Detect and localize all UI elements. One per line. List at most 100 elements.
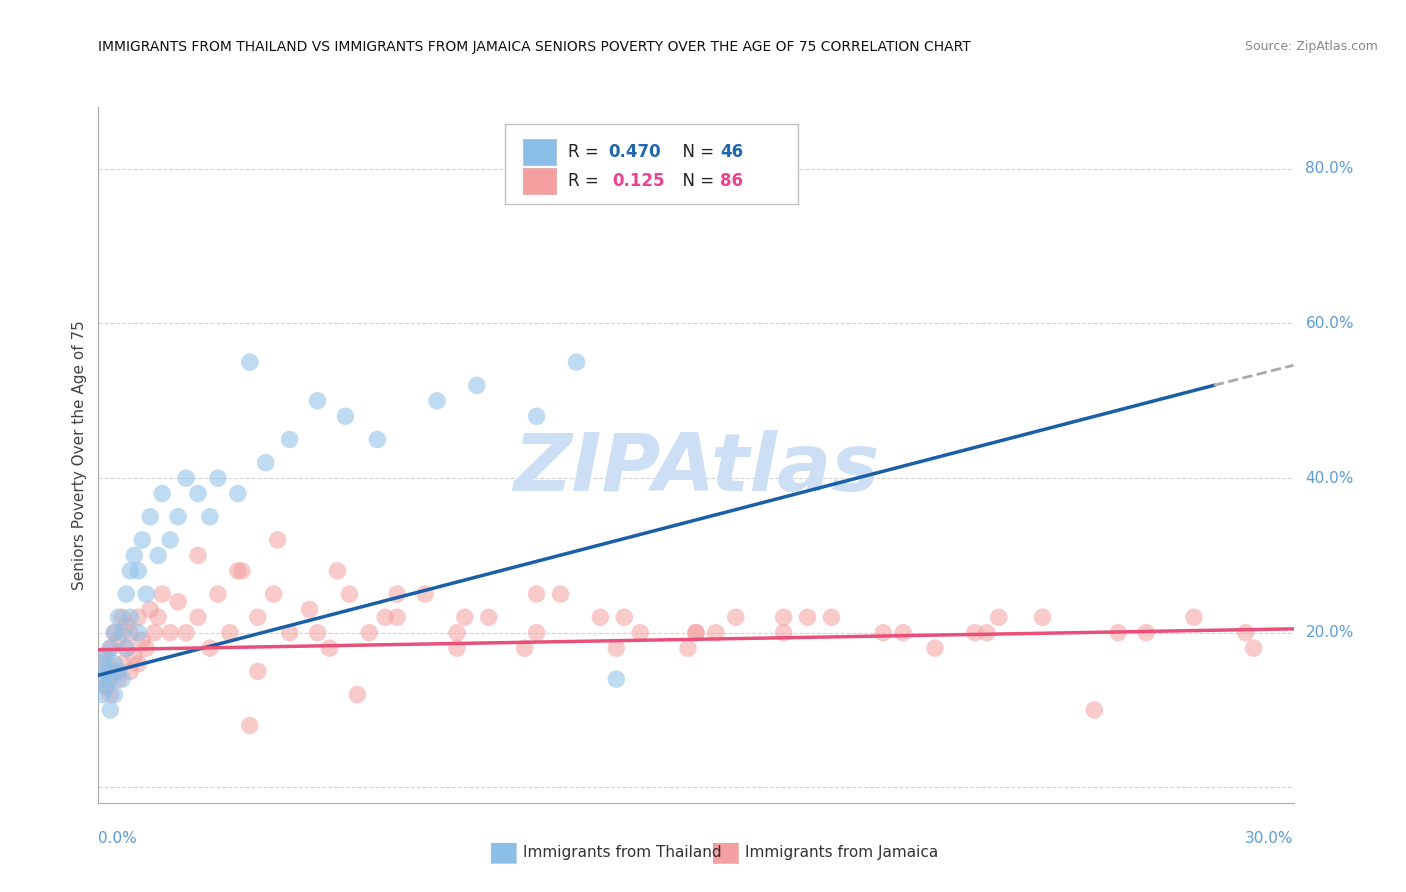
Point — [107, 633, 129, 648]
Point — [278, 625, 301, 640]
Point — [103, 625, 125, 640]
Text: Immigrants from Jamaica: Immigrants from Jamaica — [745, 846, 939, 860]
Point — [167, 509, 190, 524]
Point — [131, 633, 153, 648]
Point — [796, 610, 818, 624]
Text: R =: R = — [568, 143, 605, 161]
Text: Source: ZipAtlas.com: Source: ZipAtlas.com — [1244, 40, 1378, 54]
Point — [385, 587, 409, 601]
Point — [98, 703, 122, 717]
Point — [143, 625, 166, 640]
Point — [115, 587, 138, 601]
Point — [589, 610, 612, 624]
Text: 40.0%: 40.0% — [1306, 471, 1354, 485]
Point — [307, 625, 329, 640]
Point — [98, 672, 122, 686]
Point — [148, 549, 170, 563]
Point — [98, 688, 122, 702]
FancyBboxPatch shape — [505, 124, 797, 204]
Point — [131, 533, 153, 547]
Point — [139, 602, 162, 616]
Point — [1083, 703, 1105, 717]
FancyBboxPatch shape — [523, 168, 557, 194]
Point — [605, 672, 627, 686]
Point — [346, 688, 368, 702]
Point — [91, 672, 114, 686]
Point — [226, 486, 249, 500]
Point — [103, 625, 125, 640]
Point — [174, 471, 197, 485]
Text: 0.0%: 0.0% — [98, 830, 138, 846]
Point — [254, 456, 277, 470]
Point — [307, 393, 329, 408]
Point — [239, 355, 262, 369]
Point — [167, 595, 190, 609]
Point — [103, 688, 125, 702]
Point — [111, 657, 134, 671]
Point — [526, 409, 548, 424]
Y-axis label: Seniors Poverty Over the Age of 75: Seniors Poverty Over the Age of 75 — [72, 320, 87, 590]
Text: N =: N = — [672, 143, 720, 161]
Point — [96, 680, 118, 694]
Point — [385, 610, 409, 624]
Point — [96, 665, 118, 679]
Point — [198, 509, 221, 524]
Point — [107, 665, 129, 679]
Point — [605, 641, 627, 656]
Point — [613, 610, 636, 624]
Point — [219, 625, 242, 640]
Point — [1107, 625, 1129, 640]
Point — [150, 486, 173, 500]
Point — [724, 610, 747, 624]
Point — [91, 688, 114, 702]
Text: 86: 86 — [720, 172, 742, 190]
Text: R =: R = — [568, 172, 609, 190]
Point — [446, 641, 468, 656]
Point — [704, 625, 727, 640]
Point — [159, 533, 181, 547]
Point — [111, 610, 134, 624]
Text: 80.0%: 80.0% — [1306, 161, 1354, 177]
Point — [1032, 610, 1054, 624]
Point — [454, 610, 477, 624]
Point — [96, 648, 118, 663]
Point — [135, 587, 157, 601]
Point — [1135, 625, 1157, 640]
Point — [446, 625, 468, 640]
Point — [374, 610, 396, 624]
Point — [628, 625, 651, 640]
Point — [187, 486, 209, 500]
Point — [267, 533, 290, 547]
Point — [124, 549, 146, 563]
Point — [135, 641, 157, 656]
Point — [239, 718, 262, 732]
Point — [207, 587, 229, 601]
Point — [318, 641, 340, 656]
Point — [278, 433, 301, 447]
Point — [246, 610, 269, 624]
Point — [150, 587, 173, 601]
Point — [1182, 610, 1205, 624]
Point — [127, 564, 149, 578]
Point — [676, 641, 699, 656]
Point — [96, 657, 118, 671]
Point — [263, 587, 285, 601]
Point — [198, 641, 221, 656]
Point — [685, 625, 707, 640]
Point — [91, 672, 114, 686]
Point — [326, 564, 349, 578]
Point — [148, 610, 170, 624]
Point — [413, 587, 436, 601]
Text: Immigrants from Thailand: Immigrants from Thailand — [523, 846, 721, 860]
Point — [226, 564, 249, 578]
Text: 46: 46 — [720, 143, 742, 161]
Point — [1234, 625, 1257, 640]
Point — [207, 471, 229, 485]
Point — [187, 549, 209, 563]
Point — [98, 641, 122, 656]
Point — [124, 648, 146, 663]
Point — [127, 625, 149, 640]
FancyBboxPatch shape — [523, 139, 557, 165]
Text: IMMIGRANTS FROM THAILAND VS IMMIGRANTS FROM JAMAICA SENIORS POVERTY OVER THE AGE: IMMIGRANTS FROM THAILAND VS IMMIGRANTS F… — [98, 40, 972, 54]
Point — [115, 641, 138, 656]
